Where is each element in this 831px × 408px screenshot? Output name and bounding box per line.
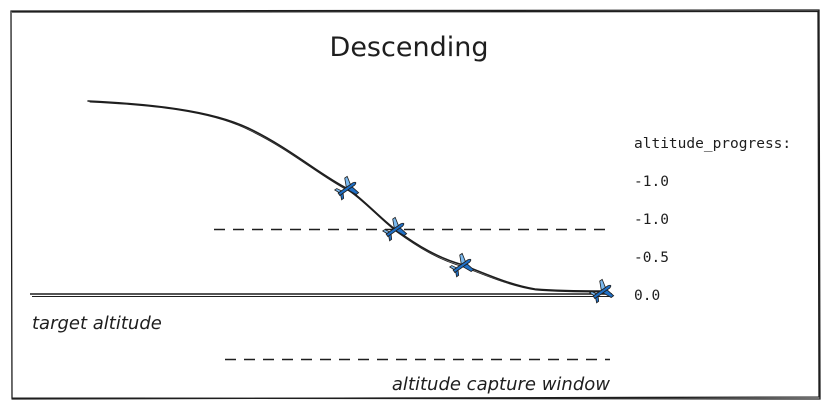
progress-value: -0.5: [634, 250, 669, 266]
capture-window-label: altitude capture window: [392, 374, 610, 395]
target-altitude-line: [30, 293, 612, 297]
airplane-icon: [447, 250, 477, 281]
frame: [10, 9, 821, 400]
progress-value: -1.0: [634, 212, 669, 228]
target-altitude-label: target altitude: [32, 313, 162, 334]
descent-path: [87, 100, 605, 293]
diagram-title: Descending: [330, 32, 489, 63]
progress-header: altitude_progress:: [634, 136, 791, 152]
progress-value: 0.0: [634, 288, 660, 304]
progress-value: -1.0: [634, 174, 669, 190]
altitude-progress-readout: altitude_progress: -1.0 -1.0 -0.5 0.0: [634, 136, 791, 304]
airplane-icon: [587, 276, 617, 307]
airplane-icon: [332, 173, 362, 204]
